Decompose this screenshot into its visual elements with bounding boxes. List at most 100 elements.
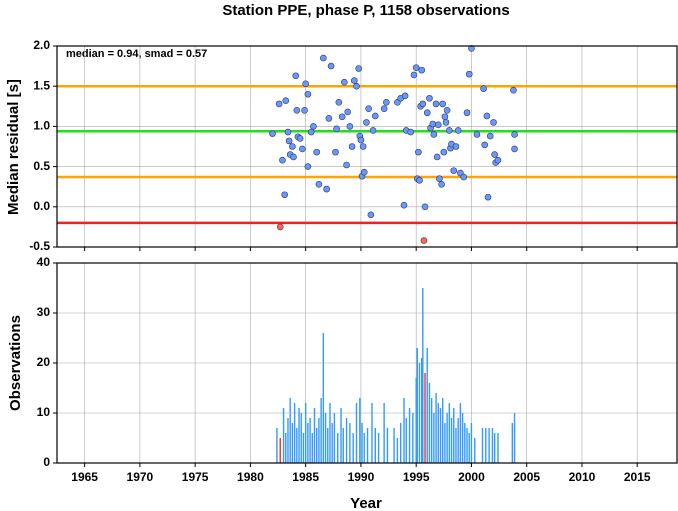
scatter-point <box>369 127 377 134</box>
y-tick-label: 40 <box>37 255 51 269</box>
x-axis-label: Year <box>350 495 382 511</box>
x-tick-label: 1980 <box>237 470 264 484</box>
scatter-point <box>510 86 517 94</box>
scatter-point <box>313 148 321 156</box>
scatter-point <box>333 125 340 133</box>
scatter-point <box>473 131 481 138</box>
scatter-point <box>380 105 388 113</box>
scatter-point <box>367 211 375 219</box>
y-tick-label: 1.5 <box>33 78 50 92</box>
scatter-point <box>400 201 408 209</box>
scatter-point <box>452 143 460 150</box>
scatter-point <box>269 130 276 137</box>
scatter-point <box>276 223 284 231</box>
scatter-point <box>296 135 304 142</box>
annotation: median = 0.94, smad = 0.57 <box>66 48 207 60</box>
scatter-point <box>432 100 440 108</box>
plot-frame <box>56 45 678 248</box>
x-tick-label: 1970 <box>127 470 154 484</box>
scatter-point <box>494 156 502 164</box>
scatter-point <box>353 82 360 90</box>
scatter-point <box>320 54 327 62</box>
scatter-point <box>407 128 414 136</box>
scatter-point <box>323 185 330 193</box>
scatter-point <box>304 90 312 98</box>
x-tick-label: 1995 <box>403 470 430 484</box>
scatter-point <box>365 105 372 113</box>
scatter-point <box>289 143 296 150</box>
y-tick-label: 20 <box>37 355 51 369</box>
y-tick-label: 10 <box>37 405 51 419</box>
scatter-point <box>284 128 292 136</box>
scatter-point <box>490 119 497 126</box>
scatter-point <box>426 94 433 102</box>
scatter-point <box>310 123 317 130</box>
scatter-point <box>290 153 297 161</box>
scatter-point <box>484 193 492 201</box>
scatter-point <box>338 113 346 121</box>
scatter-point <box>343 161 350 169</box>
x-tick-label: 1975 <box>182 470 209 484</box>
scatter-point <box>281 191 288 199</box>
scatter-point <box>292 72 300 80</box>
scatter-point <box>332 148 339 156</box>
scatter-point <box>344 108 351 116</box>
y-tick-label: -0.5 <box>29 239 50 253</box>
y-tick-label: 0.5 <box>33 159 50 173</box>
y-tick-label: 2.0 <box>33 38 50 52</box>
scatter-point <box>429 120 437 128</box>
scatter-point <box>440 148 448 156</box>
scatter-point <box>299 145 306 153</box>
scatter-point <box>416 176 423 184</box>
scatter-point <box>359 143 367 150</box>
scatter-point <box>465 70 473 78</box>
scatter-point <box>341 78 348 86</box>
scatter-point <box>438 180 445 188</box>
scatter-point <box>486 132 494 140</box>
x-tick-label: 2015 <box>624 470 651 484</box>
scatter-point <box>443 107 451 114</box>
scatter-point <box>412 64 420 72</box>
scatter-point <box>293 107 301 114</box>
scatter-point <box>463 109 471 117</box>
scatter-point <box>420 237 428 244</box>
scatter-point <box>454 127 462 134</box>
scatter-point <box>480 85 487 92</box>
chart-title: Station PPE, phase P, 1158 observations <box>222 2 509 19</box>
y-tick-label: 30 <box>37 305 51 319</box>
x-tick-label: 2005 <box>513 470 540 484</box>
x-tick-label: 2000 <box>458 470 485 484</box>
scatter-point <box>282 97 290 104</box>
x-tick-label: 1965 <box>71 470 98 484</box>
plot-frame <box>56 262 678 464</box>
scatter-point <box>350 77 358 84</box>
scatter-point <box>460 173 468 181</box>
scatter-point <box>446 127 453 134</box>
scatter-point <box>304 163 312 170</box>
scatter-point <box>423 109 431 117</box>
scatter-point <box>315 180 323 188</box>
scatter-point <box>491 151 498 158</box>
scatter-point <box>348 143 356 150</box>
x-tick-label: 1985 <box>292 470 319 484</box>
scatter-point <box>335 98 343 106</box>
y-axis-label: Median residual [s] <box>5 79 22 215</box>
y-tick-label: 0 <box>43 455 50 469</box>
scatter-point <box>436 175 443 182</box>
scatter-point <box>442 119 450 126</box>
scatter-point <box>439 100 447 108</box>
scatter-point <box>481 141 489 149</box>
scatter-point <box>441 113 449 121</box>
scatter-point <box>301 107 308 114</box>
scatter-point <box>430 131 438 138</box>
scatter-point <box>418 66 426 74</box>
scatter-point <box>421 203 429 211</box>
scatter-point <box>450 167 458 174</box>
scatter-point <box>307 128 315 136</box>
scatter-point <box>285 137 293 145</box>
y-tick-label: 1.0 <box>33 119 50 133</box>
scatter-point <box>327 62 335 70</box>
scatter-point <box>355 65 363 72</box>
scatter-point <box>346 123 354 130</box>
scatter-point <box>360 168 368 176</box>
